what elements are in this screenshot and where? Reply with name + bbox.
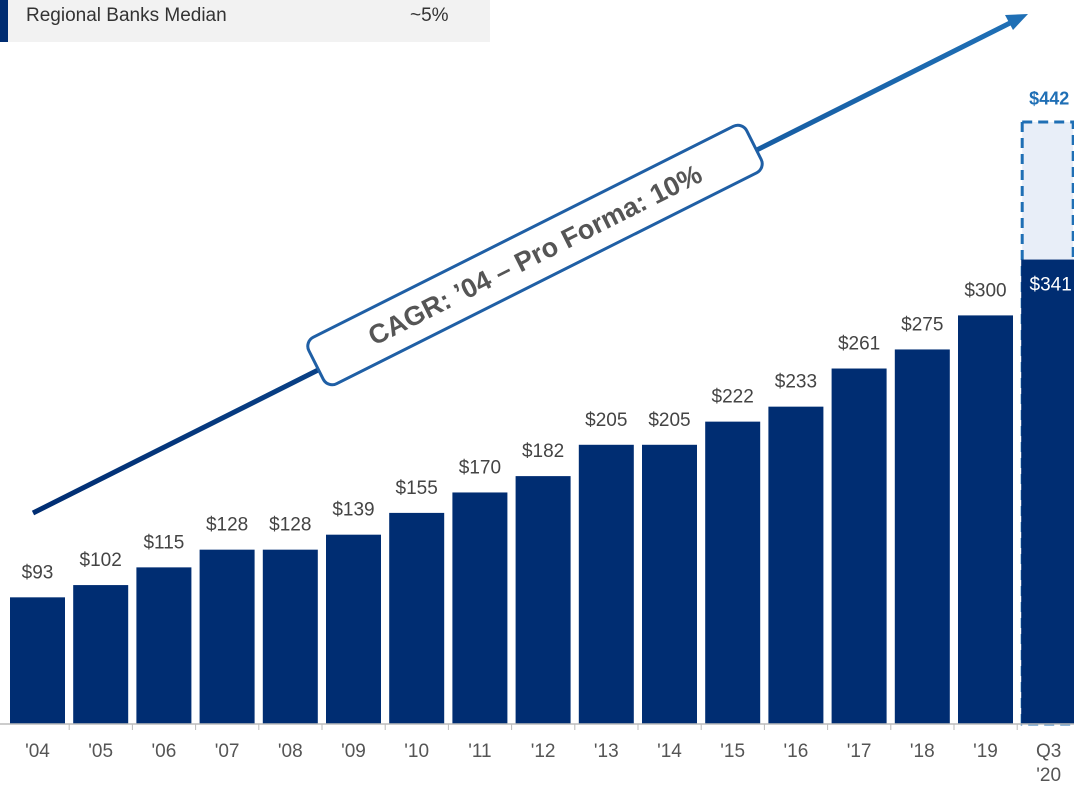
annotation-group: CAGR: ’04 – Pro Forma: 10% [306, 123, 764, 387]
benchmark-value: ~5% [410, 5, 449, 26]
x-tick-label: '19 [973, 741, 998, 762]
bar [515, 476, 571, 724]
value-label: $261 [838, 334, 880, 355]
value-label: $155 [396, 478, 438, 499]
value-label: $128 [269, 515, 311, 536]
value-label: $102 [80, 550, 122, 571]
x-tick-label: '11 [468, 741, 492, 762]
bar [831, 368, 887, 724]
bar [136, 567, 192, 724]
x-tick-label: '16 [783, 741, 809, 762]
bar [1021, 259, 1074, 724]
value-label: $139 [332, 500, 374, 521]
bar [73, 585, 129, 724]
x-tick-label: '13 [593, 741, 619, 762]
x-tick-label: '15 [720, 741, 746, 762]
x-tick-label: '04 [25, 741, 50, 762]
x-tick-label: '08 [277, 741, 303, 762]
x-tick-label: '06 [151, 741, 177, 762]
x-tick-label: '07 [214, 741, 240, 762]
x-tick-label: '18 [909, 741, 935, 762]
bar [326, 534, 381, 724]
value-label: $170 [459, 457, 501, 478]
x-tick-label: '10 [404, 741, 430, 762]
bar [894, 349, 950, 724]
value-label: $128 [206, 515, 248, 536]
bar [578, 444, 634, 724]
benchmark-stripe [0, 0, 8, 42]
value-label: $275 [901, 314, 943, 335]
bar [642, 444, 697, 724]
arrow-head [1005, 14, 1028, 30]
bars: $442 $93 $102 $115 $128 $128 $139 $155 $170 $182 $… [10, 89, 1074, 730]
benchmark-box [0, 0, 490, 42]
value-label: $115 [143, 532, 184, 553]
annotation: CAGR: ’04 – Pro Forma: 10% [363, 159, 706, 351]
bar [10, 597, 65, 724]
value-label: $341 [1030, 275, 1072, 296]
bar [705, 421, 761, 724]
bar [389, 512, 445, 724]
x-tick-label: '09 [341, 741, 366, 762]
bar [452, 492, 508, 724]
annotation-box [306, 123, 764, 387]
benchmark-name: Regional Banks Median [26, 5, 227, 26]
pro-forma-label: $442 [1029, 89, 1069, 109]
bar [768, 406, 824, 724]
x-tick-label: '12 [530, 741, 556, 762]
value-label: $93 [22, 562, 54, 583]
value-label: $222 [712, 387, 754, 408]
value-label: $182 [522, 441, 564, 462]
x-tick-label: '05 [88, 741, 114, 762]
bar [262, 549, 318, 724]
x-tick-label: '14 [657, 741, 682, 762]
value-label: $205 [585, 410, 627, 431]
x-tick-label: Q3 '20 [1036, 741, 1062, 786]
x-tick-label: '17 [846, 741, 872, 762]
bar [199, 549, 255, 724]
bar [958, 315, 1013, 724]
value-label: $233 [775, 372, 817, 393]
value-label: $300 [964, 280, 1006, 301]
value-label: $205 [648, 410, 690, 431]
